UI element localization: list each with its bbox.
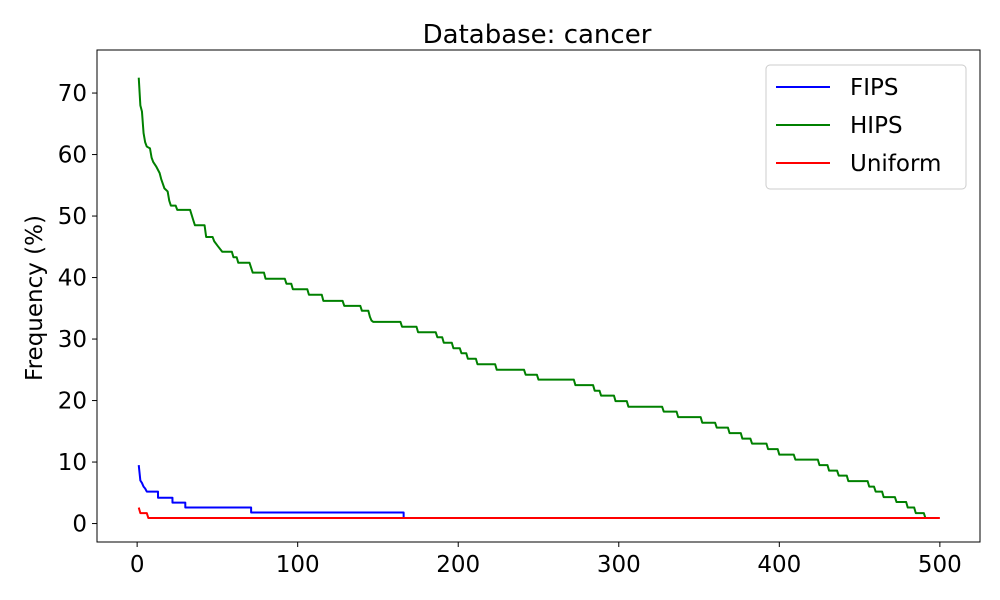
x-tick-label: 400 bbox=[757, 552, 801, 578]
y-tick-label: 20 bbox=[58, 389, 87, 415]
series-line-fips bbox=[137, 465, 405, 519]
series-line-hips bbox=[137, 77, 927, 519]
series-layer bbox=[137, 77, 940, 520]
y-tick-label: 70 bbox=[58, 81, 87, 107]
y-tick-label: 0 bbox=[72, 512, 87, 538]
legend-label-hips: HIPS bbox=[850, 113, 903, 139]
series-line-uniform bbox=[137, 507, 940, 520]
chart-title: Database: cancer bbox=[423, 20, 652, 50]
axes-layer: 0 100 200 300 400 500 0 10 20 30 40 50 60 70 bbox=[58, 49, 981, 578]
y-tick-label: 50 bbox=[58, 204, 87, 230]
plot-frame bbox=[96, 49, 981, 543]
y-tick-label: 40 bbox=[58, 266, 87, 292]
legend-label-fips: FIPS bbox=[850, 75, 898, 101]
x-tick-label: 300 bbox=[597, 552, 641, 578]
x-tick-label: 100 bbox=[276, 552, 320, 578]
x-tick-label: 0 bbox=[130, 552, 145, 578]
legend-label-uniform: Uniform bbox=[850, 151, 941, 177]
y-axis-label: Frequency (%) bbox=[22, 215, 48, 381]
legend-box bbox=[765, 64, 967, 190]
legend: FIPS HIPS Uniform bbox=[765, 64, 967, 190]
y-tick-label: 30 bbox=[58, 327, 87, 353]
x-tick-label: 200 bbox=[436, 552, 480, 578]
y-tick-label: 60 bbox=[58, 143, 87, 169]
x-tick-label: 500 bbox=[918, 552, 962, 578]
y-tick-label: 10 bbox=[58, 450, 87, 476]
